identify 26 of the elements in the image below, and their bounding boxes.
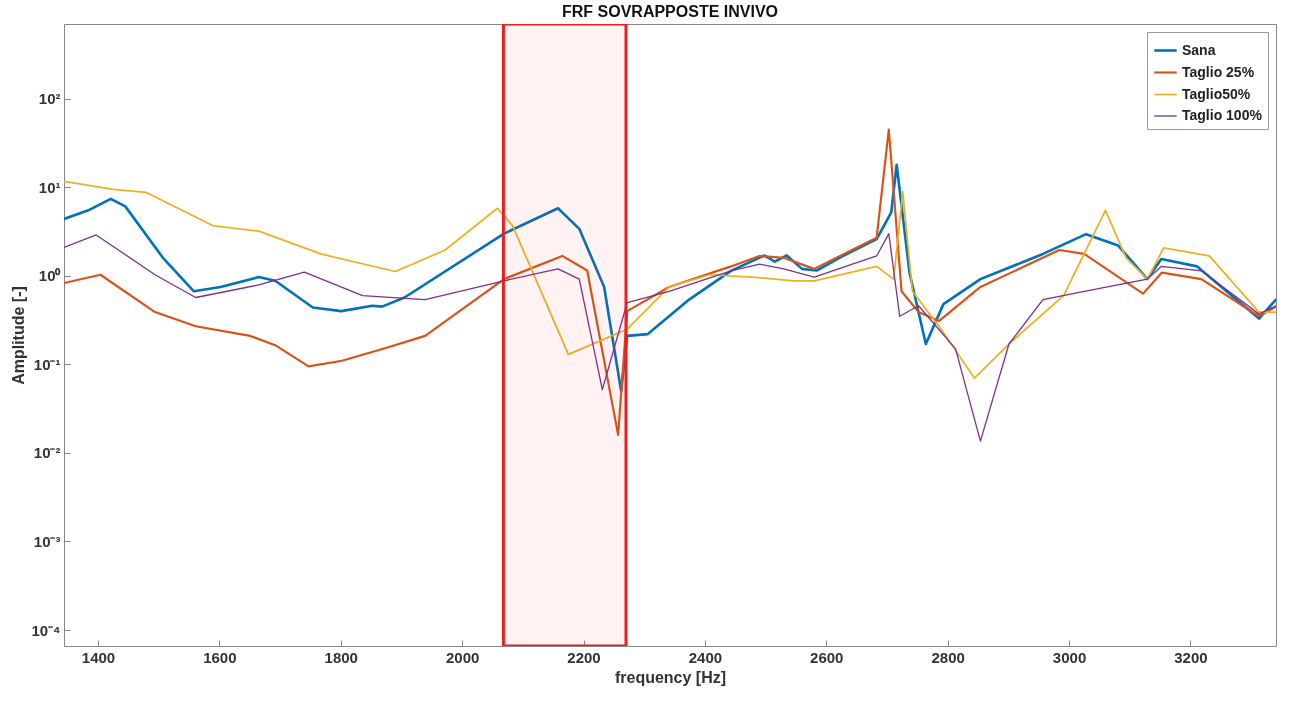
y-tick-label: 10⁻²	[33, 444, 61, 462]
x-tick-label: 3200	[1174, 648, 1208, 666]
x-tick-label: 2000	[445, 648, 480, 666]
legend-label: Taglio 25%	[1182, 63, 1255, 80]
x-tick-label: 2200	[567, 648, 601, 666]
line-series	[64, 128, 1276, 436]
y-tick-label: 10¹	[38, 178, 61, 196]
y-tick-label: 10⁰	[38, 267, 62, 285]
y-tick-label: 10⁻⁴	[31, 621, 61, 639]
x-tick-label: 2600	[810, 648, 844, 666]
x-tick-label: 2800	[931, 648, 965, 666]
x-tick-label: 2400	[688, 648, 723, 666]
y-axis-title: Amplitude [-]	[10, 286, 28, 385]
x-tick-label: 1800	[324, 648, 358, 666]
y-tick-label: 10²	[38, 90, 61, 108]
legend-label: Taglio 100%	[1182, 107, 1263, 123]
x-axis-title: frequency [Hz]	[614, 668, 727, 686]
x-tick-label: 3000	[1052, 648, 1087, 666]
x-tick-label: 1600	[203, 648, 237, 666]
line-series	[64, 233, 1276, 442]
y-tick-label: 10⁻³	[33, 532, 61, 550]
legend-label: Sana	[1182, 41, 1216, 58]
x-tick-label: 1400	[81, 648, 116, 666]
chart-title: FRF SOVRAPPOSTE INVIVO	[561, 3, 779, 20]
y-tick-label: 10⁻¹	[33, 355, 61, 373]
legend-label: Taglio50%	[1182, 85, 1251, 102]
